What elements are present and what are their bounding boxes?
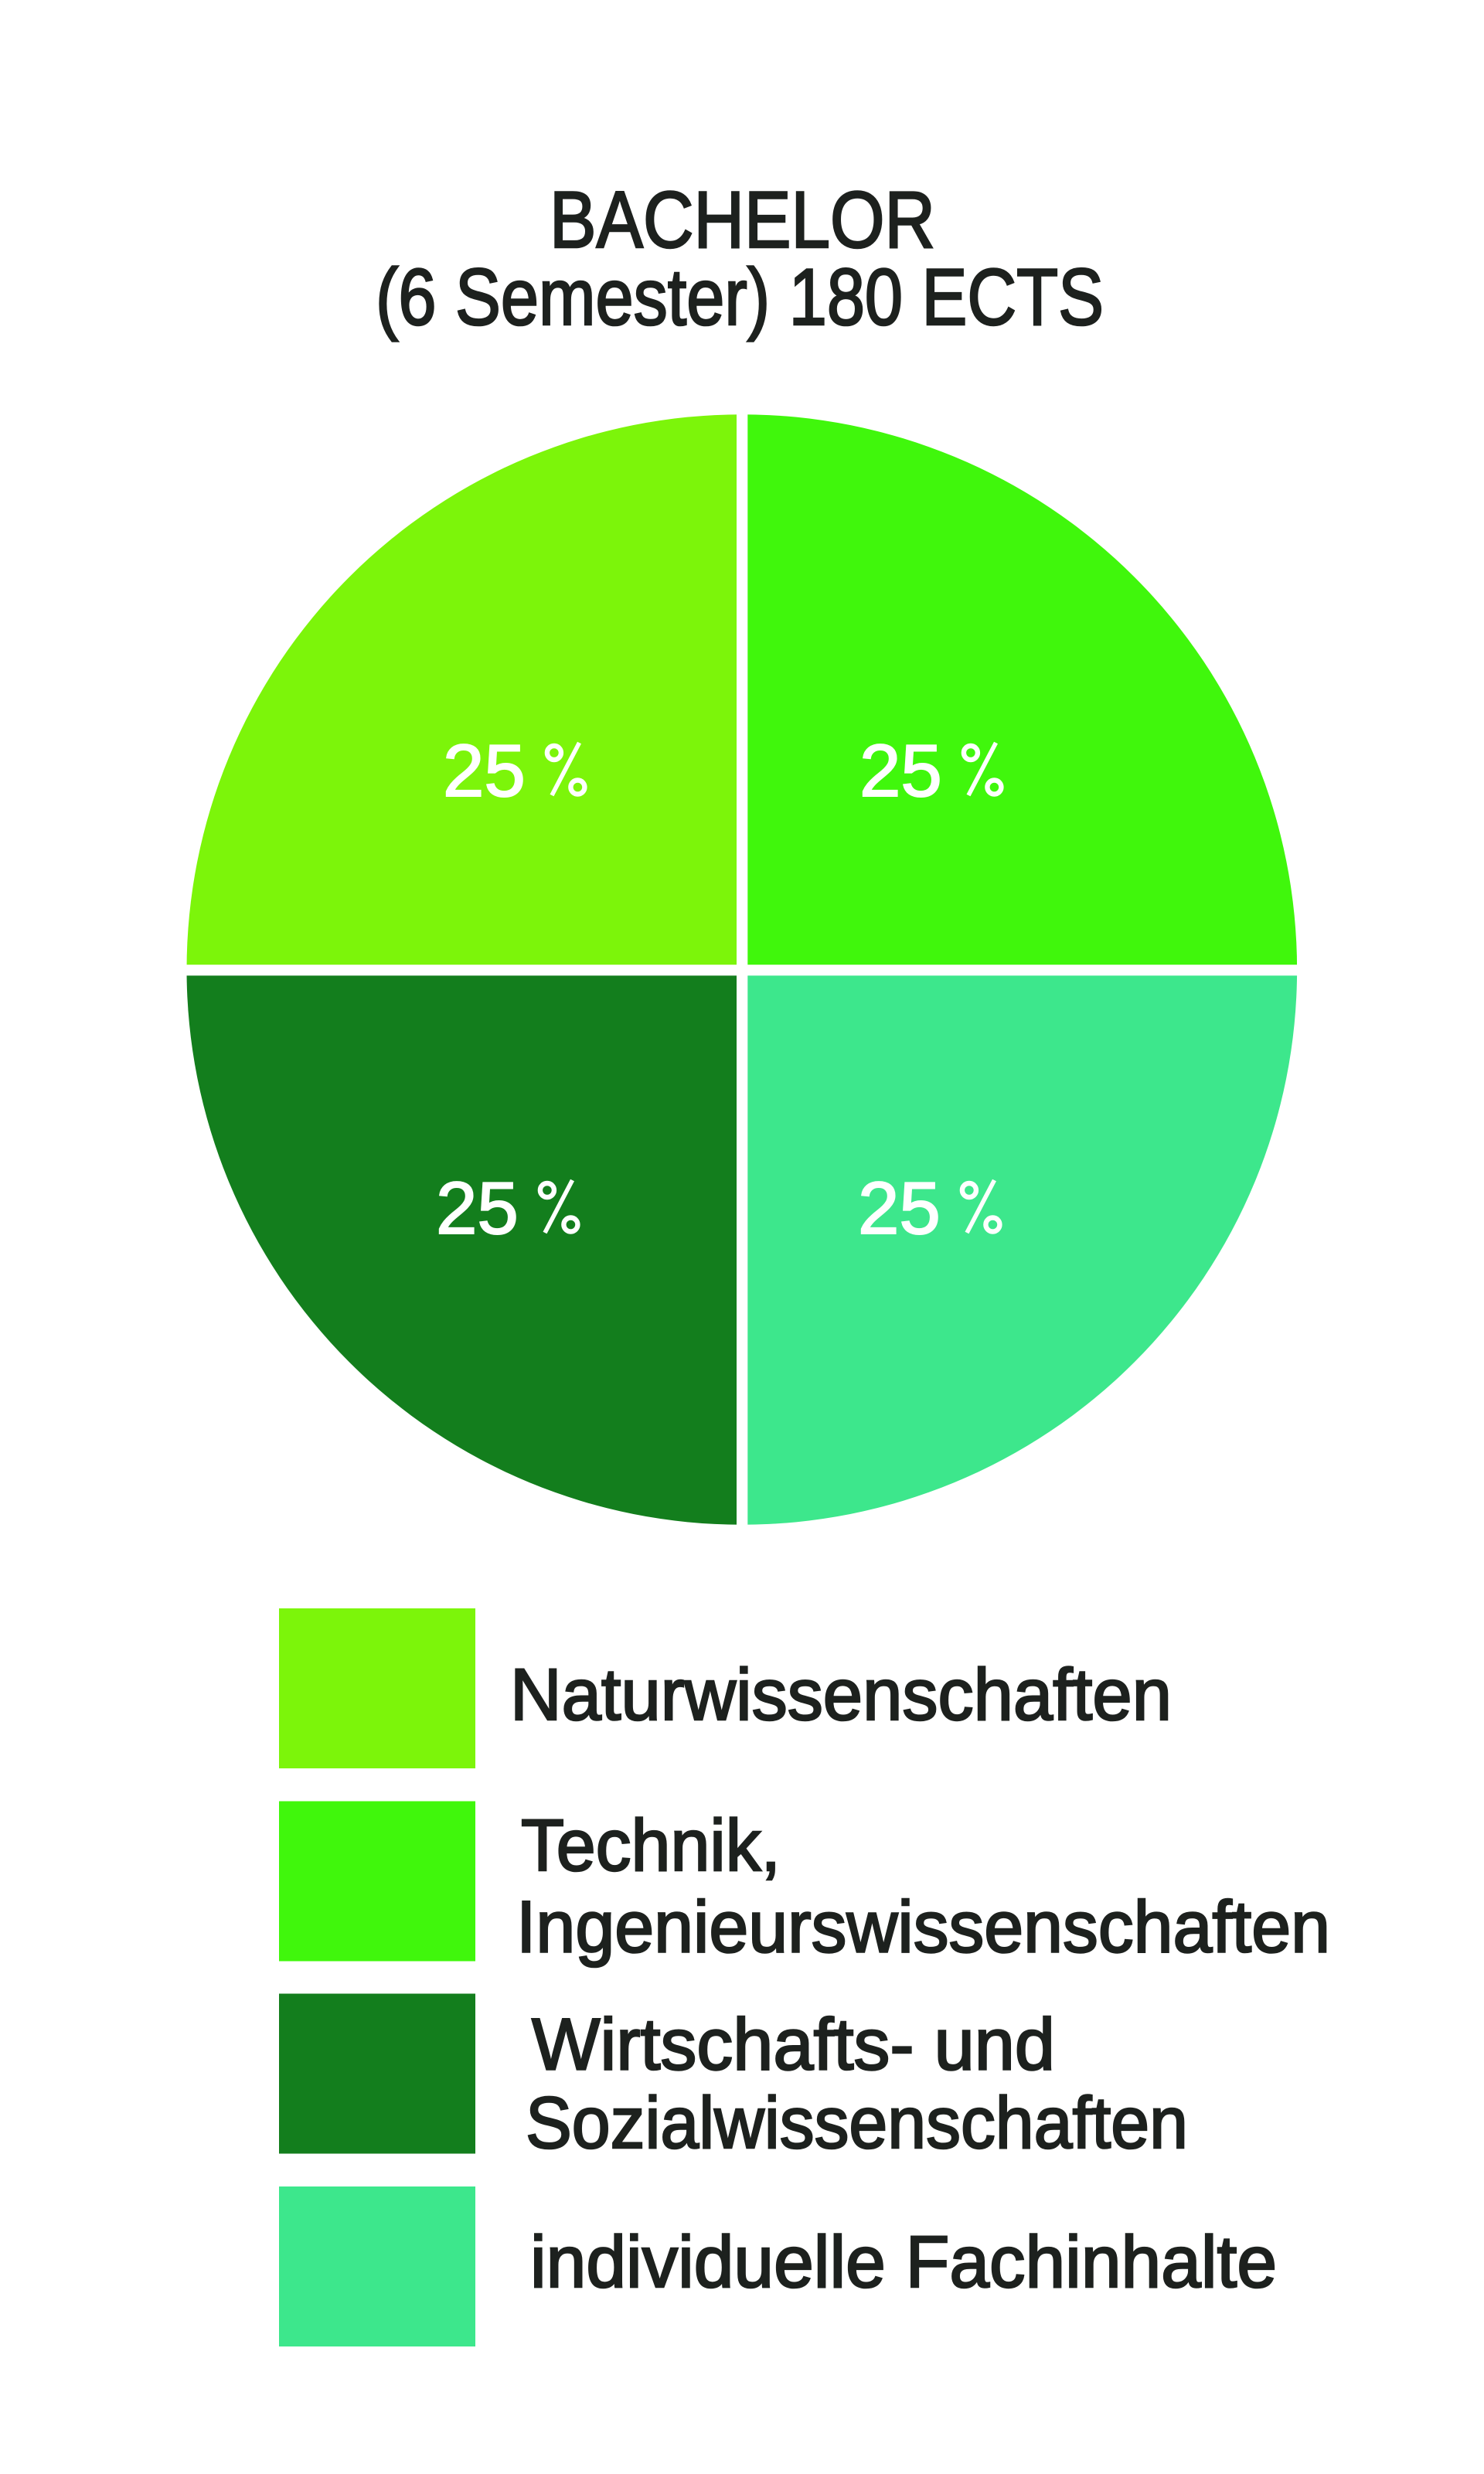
svg-text:BACHELOR: BACHELOR (550, 175, 935, 265)
svg-text:Technik,: Technik, (521, 1805, 781, 1887)
svg-text:Wirtschafts- und: Wirtschafts- und (532, 2004, 1055, 2086)
svg-text:individuelle Fachinhalte: individuelle Fachinhalte (530, 2221, 1277, 2303)
svg-text:Sozialwissenschaften: Sozialwissenschaften (526, 2082, 1188, 2164)
svg-text:Naturwissenschaften: Naturwissenschaften (510, 1654, 1172, 1736)
svg-text:25: 25 (859, 730, 942, 812)
svg-text:Ingenieurswissenschaften: Ingenieurswissenschaften (516, 1887, 1330, 1969)
svg-text:(6 Semester) 180 ECTS: (6 Semester) 180 ECTS (376, 253, 1104, 342)
svg-text:25: 25 (436, 1167, 519, 1250)
svg-text:25: 25 (443, 730, 526, 812)
svg-text:25: 25 (858, 1167, 941, 1250)
